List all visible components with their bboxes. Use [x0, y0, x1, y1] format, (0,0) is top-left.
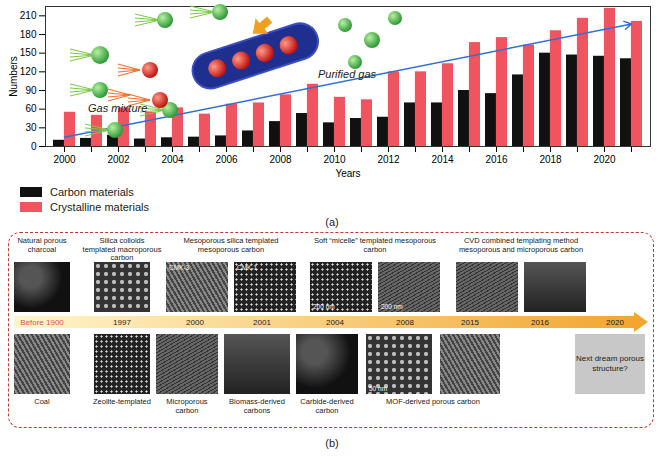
html-text:Microporous carbon: Microporous carbon: [166, 397, 208, 415]
html-text:2016: 2016: [531, 318, 549, 327]
svg-text:Gas mixture: Gas mixture: [88, 102, 147, 114]
html-text:2000: 2000: [186, 318, 204, 327]
svg-text:210: 210: [20, 10, 37, 21]
html-text:2015: 2015: [461, 318, 479, 327]
svg-text:2010: 2010: [323, 154, 346, 165]
svg-text:2002: 2002: [107, 154, 130, 165]
html-text:Coal: Coal: [34, 397, 50, 406]
svg-text:Years: Years: [335, 168, 360, 179]
html-text:CVD combined templating method: CVD combined templating method mesoporou…: [458, 236, 584, 254]
svg-text:Purified gas: Purified gas: [318, 68, 377, 80]
svg-text:2000: 2000: [53, 154, 76, 165]
html-text:Next dream porous structure?: Next dream porous structure?: [576, 354, 644, 373]
html-text:Silica colloids templated macr: Silica colloids templated macroporous ca…: [82, 236, 162, 262]
svg-text:90: 90: [25, 85, 37, 96]
html-text:50 nm: 50 nm: [369, 385, 388, 392]
html-text:Mesoporous silica templated me: Mesoporous silica templated mesoporous c…: [183, 236, 279, 254]
svg-text:2004: 2004: [161, 154, 184, 165]
html-text:Carbide-derived carbon: Carbide-derived carbon: [300, 397, 354, 415]
svg-text:2012: 2012: [377, 154, 400, 165]
svg-text:2020: 2020: [593, 154, 616, 165]
html-text:CMK-1: CMK-1: [237, 264, 258, 271]
html-text:Carbon materials: Carbon materials: [50, 185, 134, 198]
html-text:2008: 2008: [396, 318, 414, 327]
svg-text:2008: 2008: [269, 154, 292, 165]
html-text:Crystalline materials: Crystalline materials: [50, 200, 149, 213]
svg-text:2018: 2018: [539, 154, 562, 165]
html-text:CMK-3: CMK-3: [169, 264, 190, 271]
html-text:MOF-derived porous carbon: MOF-derived porous carbon: [386, 397, 480, 406]
html-text:Biomass-derived carbons: Biomass-derived carbons: [229, 397, 285, 415]
html-text:(a): (a): [325, 216, 339, 228]
html-text:2001: 2001: [253, 318, 271, 327]
svg-text:2006: 2006: [215, 154, 238, 165]
svg-text:180: 180: [20, 29, 37, 40]
svg-text:2016: 2016: [485, 154, 508, 165]
svg-text:2014: 2014: [431, 154, 454, 165]
svg-text:30: 30: [25, 122, 37, 133]
svg-text:60: 60: [25, 103, 37, 114]
html-text:1997: 1997: [113, 318, 131, 327]
html-text:Soft “micelle” templated mesop: Soft “micelle” templated mesoporous carb…: [313, 236, 437, 254]
html-text:2020: 2020: [606, 318, 624, 327]
svg-text:150: 150: [20, 47, 37, 58]
html-text:200 nm: 200 nm: [313, 303, 335, 310]
html-text:Before 1900: Before 1900: [20, 318, 64, 327]
svg-text:Numbers: Numbers: [8, 56, 19, 97]
html-text:200 nm: 200 nm: [381, 303, 403, 310]
svg-text:120: 120: [20, 66, 37, 77]
html-text:Natural porous charcoal: Natural porous charcoal: [17, 236, 67, 254]
svg-text:0: 0: [31, 141, 37, 152]
html-text:2004: 2004: [326, 318, 344, 327]
html-text:Zeolite-templated: Zeolite-templated: [93, 397, 151, 406]
html-text:(b): (b): [325, 437, 339, 449]
